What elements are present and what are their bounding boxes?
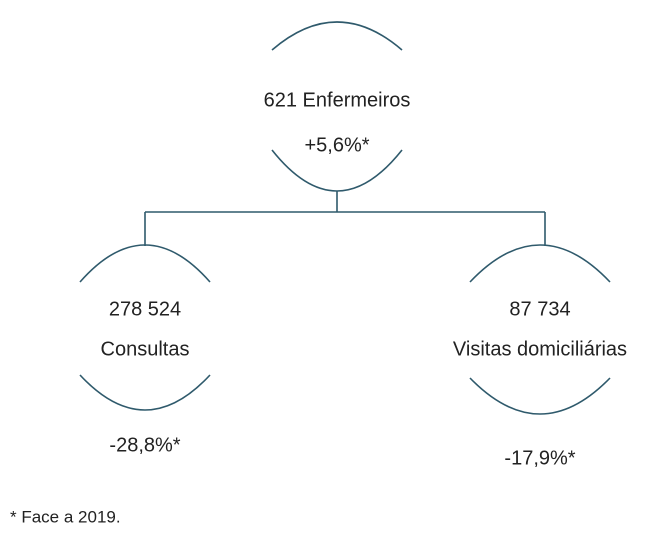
child-value: 87 734	[509, 298, 570, 320]
child-value: 278 524	[109, 298, 181, 320]
child-bottom-arc	[469, 377, 611, 415]
child-label: Consultas	[101, 338, 190, 360]
footnote: * Face a 2019.	[10, 507, 121, 526]
child-top-arc	[469, 244, 611, 283]
child-label: Visitas domiciliárias	[453, 338, 627, 360]
connector	[144, 191, 546, 246]
child-bottom-arc	[79, 374, 211, 411]
child-change: -28,8%*	[109, 434, 180, 456]
child-top-arc	[79, 244, 211, 283]
root-top-arc	[271, 21, 403, 51]
root-change: +5,6%*	[304, 134, 369, 156]
root-label: 621 Enfermeiros	[264, 89, 411, 111]
child-change: -17,9%*	[504, 447, 575, 469]
